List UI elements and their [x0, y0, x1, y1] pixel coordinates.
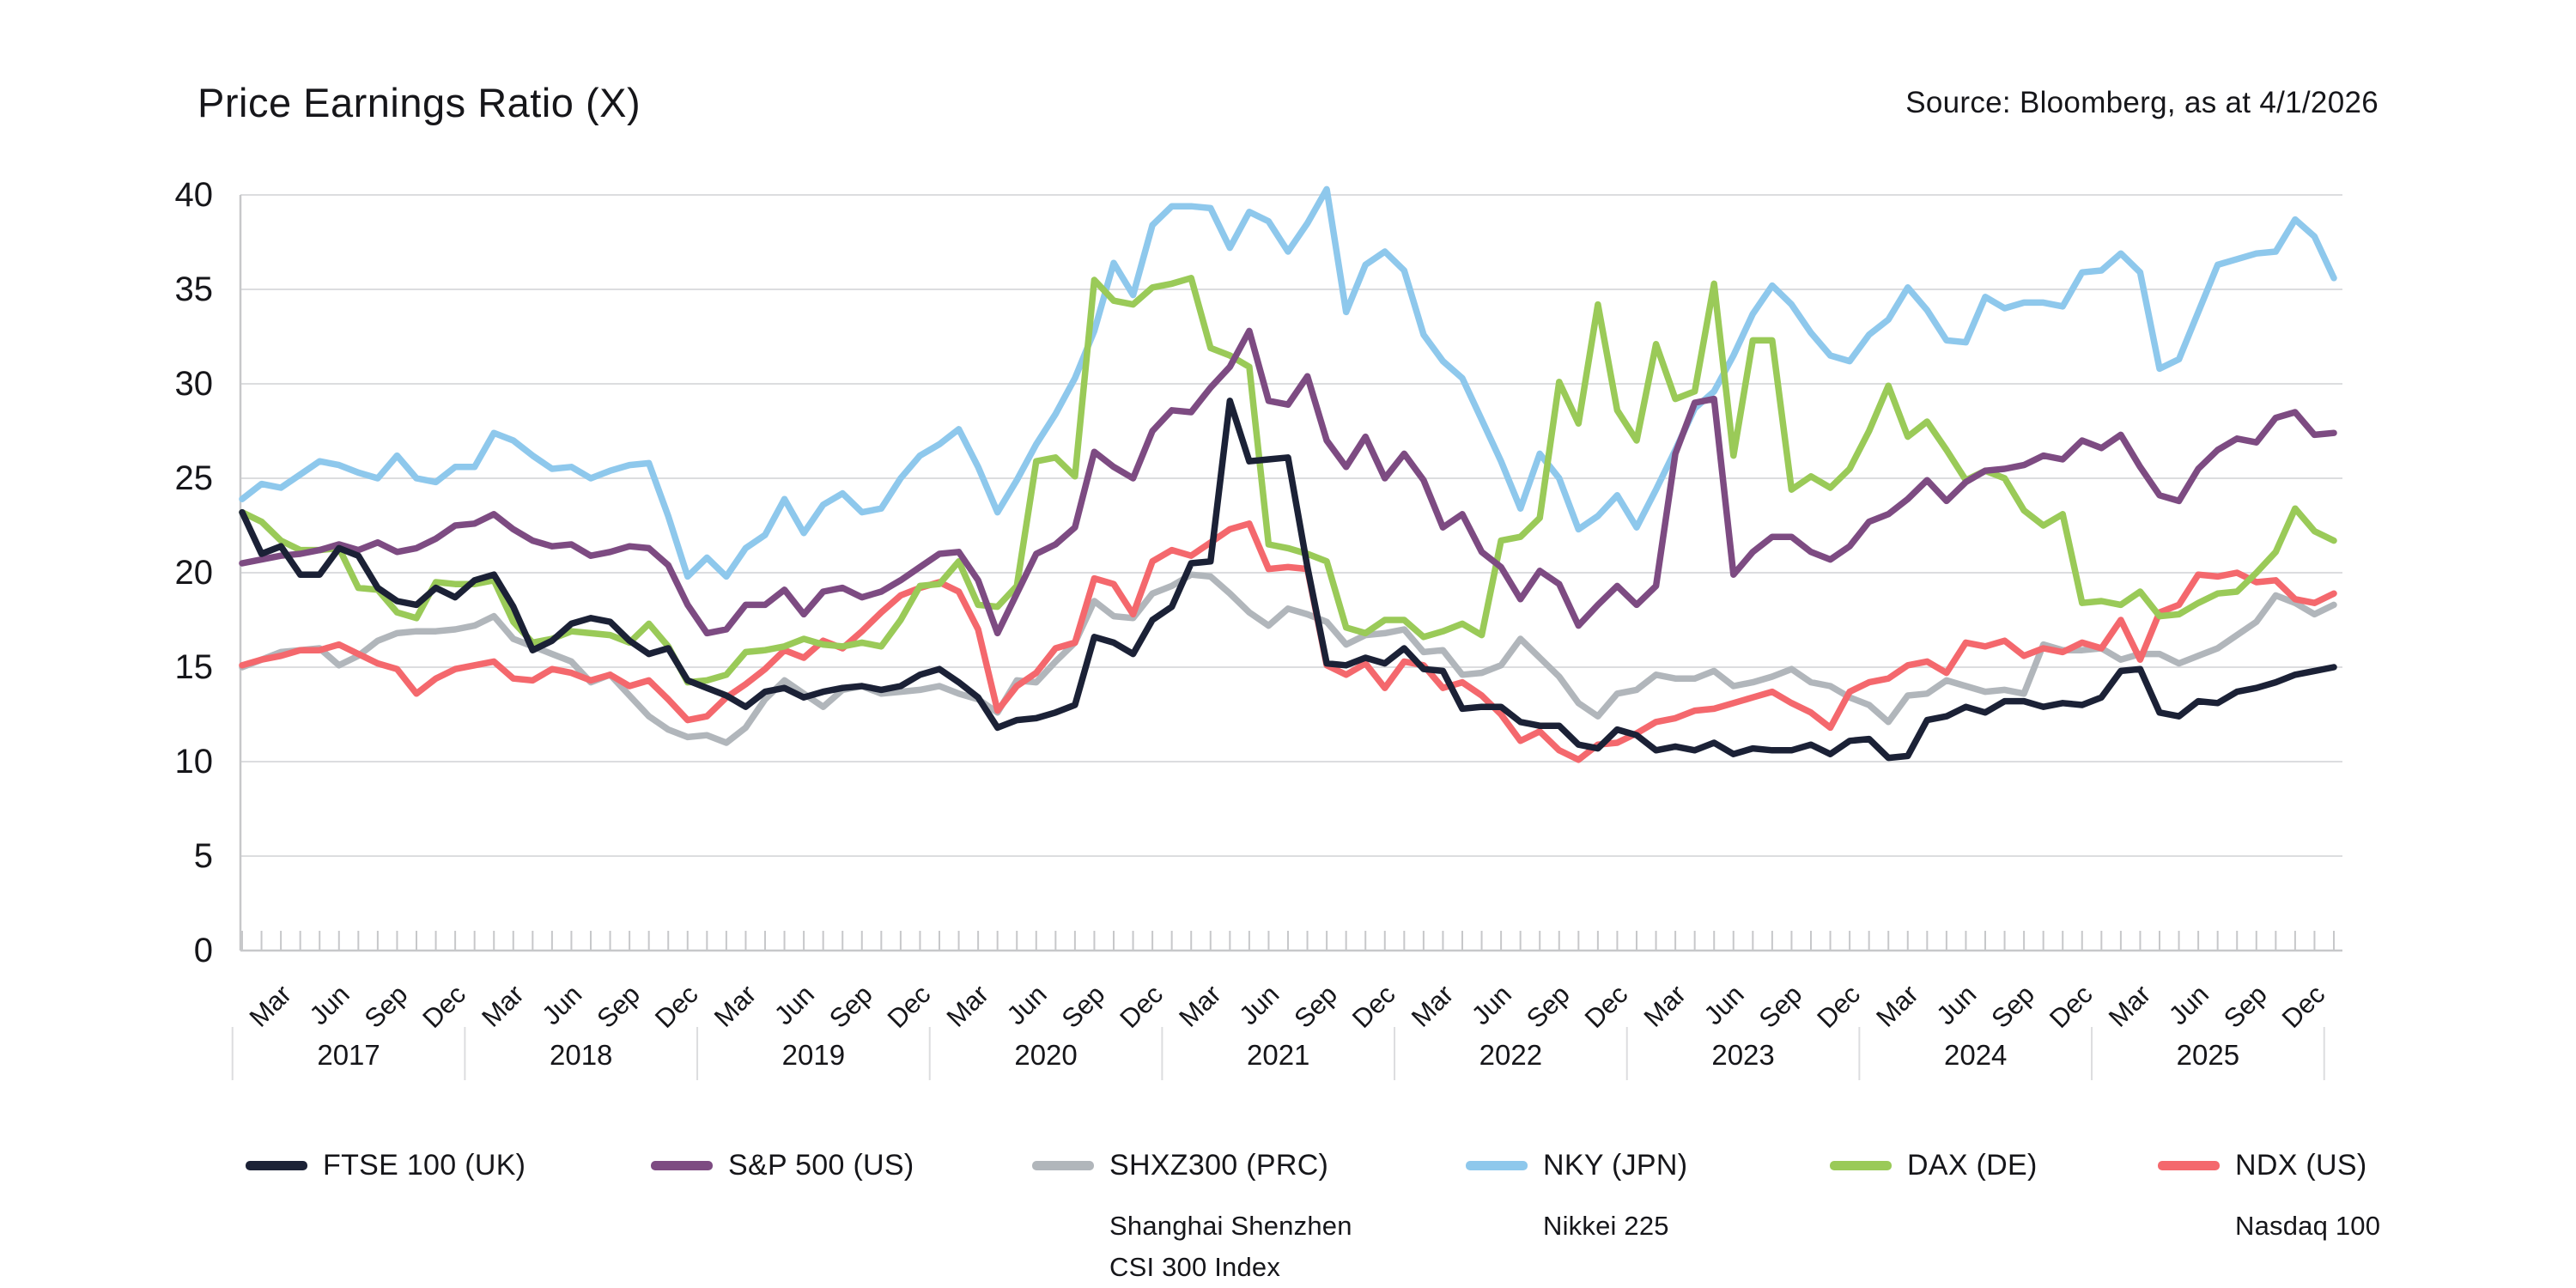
x-axis-year-label: 2023 [1711, 1039, 1774, 1071]
y-axis-tick-label: 25 [175, 459, 214, 497]
legend-item-ndx-us: NDX (US) [2158, 1149, 2367, 1182]
x-axis-month-label: Sep [2218, 979, 2273, 1034]
legend-swatch-shxz300-prc [1032, 1161, 1094, 1170]
legend-label-dax-de: DAX (DE) [1907, 1149, 2038, 1182]
x-axis-month-label: Jun [1698, 979, 1750, 1030]
x-axis-year-label: 2020 [1014, 1039, 1077, 1071]
x-axis-month-label: Mar [2103, 979, 2157, 1033]
series-line-dax-de [239, 275, 2337, 686]
legend-swatch-dax-de [1830, 1161, 1892, 1170]
x-axis-year-label: 2017 [317, 1039, 380, 1071]
x-axis-month-label: Dec [649, 979, 704, 1034]
x-axis-month-label: Jun [1930, 979, 1982, 1030]
x-axis-month-label: Jun [1466, 979, 1517, 1030]
x-axis-month-label: Mar [1406, 979, 1460, 1033]
x-axis-month-label: Jun [769, 979, 820, 1030]
legend-item-nky-jpn: NKY (JPN) [1466, 1149, 1687, 1182]
x-axis-year-label: 2025 [2177, 1039, 2239, 1071]
x-axis-month-label: Jun [304, 979, 355, 1030]
series-line-s-p-500-us [239, 327, 2337, 637]
x-axis-month-label: Sep [1056, 979, 1111, 1034]
legend-swatch-nky-jpn [1466, 1161, 1528, 1170]
x-axis-year-label: 2021 [1247, 1039, 1309, 1071]
x-axis-month-label: Mar [1870, 979, 1924, 1033]
legend-label-nky-jpn: NKY (JPN) [1543, 1149, 1688, 1182]
x-axis-month-label: Jun [536, 979, 587, 1030]
legend-item-s-p-500-us: S&P 500 (US) [651, 1149, 914, 1182]
x-axis-month-label: Dec [1811, 979, 1866, 1034]
series-line-shxz300-prc [239, 571, 2337, 746]
y-axis-tick-label: 0 [194, 932, 213, 969]
x-axis-year-label: 2022 [1479, 1039, 1542, 1071]
x-axis-month-label: Jun [1233, 979, 1285, 1030]
legend-label-shxz300-prc: SHXZ300 (PRC) [1109, 1149, 1329, 1182]
x-axis-month-label: Mar [476, 979, 530, 1033]
x-axis-month-label: Sep [1288, 979, 1343, 1034]
page-title: Price Earnings Ratio (X) [197, 80, 641, 125]
x-axis-month-label: Sep [823, 979, 878, 1034]
x-axis-month-label: Sep [591, 979, 646, 1034]
series-line-nky-jpn [239, 185, 2337, 580]
x-axis-month-label: Dec [1579, 979, 1634, 1034]
y-axis-tick-label: 5 [194, 837, 213, 875]
legend-item-ftse-100-uk: FTSE 100 (UK) [246, 1149, 526, 1182]
y-axis-tick-label: 40 [175, 176, 214, 214]
x-axis-month-label: Sep [359, 979, 414, 1034]
legend-swatch-s-p-500-us [651, 1161, 713, 1170]
y-axis-tick-label: 30 [175, 365, 214, 403]
x-axis-month-label: Jun [1001, 979, 1053, 1030]
x-axis-year-label: 2024 [1944, 1039, 2007, 1071]
legend-label-s-p-500-us: S&P 500 (US) [728, 1149, 914, 1182]
legend-subtitle-nky-jpn: Nikkei 225 [1543, 1211, 1669, 1241]
legend-swatch-ftse-100-uk [246, 1161, 307, 1170]
legend-item-dax-de: DAX (DE) [1830, 1149, 2038, 1182]
legend-subtitle-shxz300-prc: Shanghai Shenzhen CSI 300 Index [1109, 1211, 1352, 1282]
x-axis-month-label: Dec [2276, 979, 2331, 1034]
x-axis-month-label: Dec [882, 979, 937, 1034]
x-axis-month-label: Dec [1114, 979, 1169, 1034]
x-axis-month-label: Dec [2044, 979, 2099, 1034]
x-axis-year-label: 2019 [782, 1039, 845, 1071]
x-axis-month-label: Sep [1985, 979, 2040, 1034]
x-axis-month-label: Dec [416, 979, 471, 1034]
y-axis-tick-label: 10 [175, 743, 214, 781]
source-note: Source: Bloomberg, as at 4/1/2026 [1905, 86, 2379, 119]
x-axis-month-label: Mar [1173, 979, 1227, 1033]
x-axis-year-label: 2018 [550, 1039, 612, 1071]
legend-item-shxz300-prc: SHXZ300 (PRC) [1032, 1149, 1328, 1182]
y-axis-tick-label: 35 [175, 270, 214, 308]
legend-label-ndx-us: NDX (US) [2235, 1149, 2367, 1182]
series-line-ftse-100-uk [239, 398, 2337, 762]
legend-swatch-ndx-us [2158, 1161, 2220, 1170]
series-line-ndx-us [239, 520, 2337, 763]
legend-label-ftse-100-uk: FTSE 100 (UK) [323, 1149, 526, 1182]
x-axis-month-label: Mar [1638, 979, 1692, 1033]
x-axis-month-label: Dec [1346, 979, 1401, 1034]
x-axis-month-label: Sep [1521, 979, 1576, 1034]
x-axis-month-label: Jun [2163, 979, 2215, 1030]
x-axis-month-label: Mar [708, 979, 762, 1033]
legend-subtitle-ndx-us: Nasdaq 100 [2235, 1211, 2381, 1241]
x-axis-month-label: Sep [1753, 979, 1808, 1034]
y-axis-tick-label: 20 [175, 554, 214, 592]
y-axis-tick-label: 15 [175, 648, 214, 686]
x-axis-month-label: Mar [941, 979, 995, 1033]
x-axis-month-label: Mar [244, 979, 298, 1033]
